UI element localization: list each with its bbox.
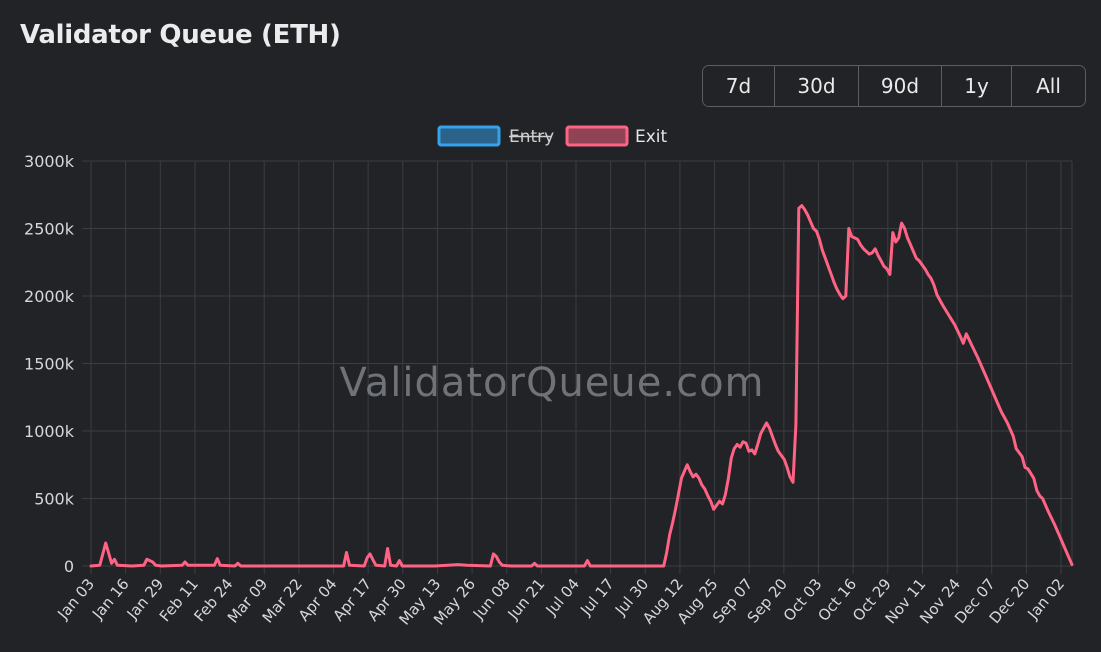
- x-tick-label: Jul 04: [542, 575, 583, 619]
- range-90d-button[interactable]: 90d: [859, 66, 942, 106]
- y-tick-label: 2500k: [24, 220, 75, 239]
- legend-swatch-exit: [565, 125, 629, 147]
- watermark: ValidatorQueue.com: [339, 360, 764, 406]
- chart-title: Validator Queue (ETH): [20, 20, 341, 50]
- series-layer: [89, 204, 1074, 568]
- y-tick-label: 1000k: [24, 422, 75, 441]
- y-tick-label: 3000k: [24, 152, 75, 171]
- legend-item-entry[interactable]: Entry: [437, 125, 554, 147]
- x-tick-label: Jun 21: [504, 575, 549, 624]
- x-tick-label: Jan 16: [88, 575, 133, 623]
- series-line-exit: [89, 204, 1074, 568]
- y-tick-label: 1500k: [24, 355, 75, 374]
- legend-swatch-entry: [437, 125, 501, 147]
- y-tick-label: 500k: [34, 490, 75, 509]
- y-axis: 0 500k 1000k 1500k 2000k 2500k 3000k: [24, 152, 75, 576]
- time-range-selector: 7d 30d 90d 1y All: [702, 65, 1086, 107]
- legend-label-exit: Exit: [635, 127, 668, 147]
- y-tick-label: 2000k: [24, 287, 75, 306]
- x-tick-label: Jan 03: [53, 575, 98, 623]
- range-7d-button[interactable]: 7d: [703, 66, 775, 106]
- grid: [82, 160, 1073, 574]
- range-all-button[interactable]: All: [1012, 66, 1085, 106]
- x-tick-label: Jun 08: [469, 575, 514, 624]
- legend-item-exit[interactable]: Exit: [565, 125, 668, 147]
- x-tick-label: Jul 17: [576, 575, 617, 619]
- range-1y-button[interactable]: 1y: [942, 66, 1012, 106]
- x-tick-label: Jan 02: [1023, 575, 1068, 623]
- legend: Entry Exit: [437, 125, 668, 147]
- range-30d-button[interactable]: 30d: [775, 66, 859, 106]
- y-tick-label: 0: [64, 557, 74, 576]
